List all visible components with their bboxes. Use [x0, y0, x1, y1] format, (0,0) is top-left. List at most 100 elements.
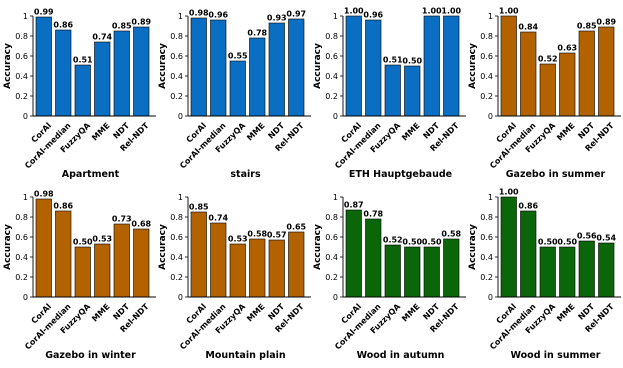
value-label: 0.85: [577, 22, 597, 31]
y-tick-label: 1: [333, 12, 338, 21]
value-label: 0.50: [73, 238, 93, 247]
value-label: 0.89: [131, 18, 151, 27]
chart-title: Mountain plain: [205, 350, 286, 361]
value-label: 0.99: [34, 8, 54, 17]
category-label: MME: [90, 121, 111, 142]
chart-panel: 00.20.40.60.81Accuracy0.98CorAl0.96CorAl…: [158, 9, 311, 180]
bar: [113, 223, 130, 298]
value-label: 0.96: [363, 11, 383, 20]
y-tick-label: 0.4: [480, 253, 493, 262]
bar: [520, 210, 537, 298]
bar: [345, 15, 362, 117]
y-tick-label: 0.4: [325, 253, 338, 262]
value-label: 0.89: [596, 18, 616, 27]
bar: [578, 30, 595, 117]
bar: [423, 246, 440, 298]
bar: [229, 243, 246, 298]
bar: [404, 246, 421, 298]
value-label: 0.50: [538, 238, 558, 247]
y-tick-label: 0.8: [480, 213, 493, 222]
y-tick-label: 0.6: [480, 52, 493, 61]
value-label: 0.84: [518, 23, 538, 32]
category-label: MME: [400, 121, 421, 142]
value-label: 0.52: [383, 236, 403, 245]
value-label: 0.53: [92, 235, 112, 244]
value-label: 0.58: [441, 230, 461, 239]
value-label: 0.98: [189, 9, 209, 18]
value-label: 1.00: [344, 7, 364, 16]
y-tick-label: 0.4: [15, 253, 28, 262]
value-label: 0.78: [363, 210, 383, 219]
bar: [345, 209, 362, 298]
chart-panel: 00.20.40.60.81Accuracy1.00CorAl0.84CorAl…: [468, 7, 621, 180]
bar: [500, 15, 517, 117]
y-tick-label: 1: [23, 12, 28, 21]
value-label: 0.74: [92, 33, 112, 42]
category-label: MME: [245, 121, 266, 142]
y-tick-label: 0.2: [325, 92, 338, 101]
y-tick-label: 0.6: [325, 233, 338, 242]
y-tick-label: 0: [23, 293, 28, 302]
value-label: 0.57: [267, 231, 287, 240]
chart-panel: 00.20.40.60.81Accuracy1.00CorAl0.86CorAl…: [468, 188, 621, 361]
value-label: 0.56: [577, 232, 597, 241]
bar: [384, 64, 401, 117]
bar: [94, 41, 111, 117]
bar: [210, 222, 227, 298]
y-tick-label: 0.2: [15, 273, 28, 282]
y-tick-label: 0.8: [325, 213, 338, 222]
y-axis-label: Accuracy: [468, 224, 478, 270]
value-label: 0.52: [538, 55, 558, 64]
y-tick-label: 0.8: [170, 32, 183, 41]
bar: [578, 240, 595, 298]
y-tick-label: 0.2: [15, 92, 28, 101]
bar: [423, 15, 440, 117]
bar: [288, 18, 305, 117]
category-label: MME: [555, 121, 576, 142]
y-axis-label: Accuracy: [3, 43, 13, 89]
y-tick-label: 0: [488, 293, 493, 302]
bar: [229, 60, 246, 117]
y-tick-label: 0.8: [480, 32, 493, 41]
bar: [190, 17, 207, 117]
value-label: 1.00: [499, 188, 519, 197]
y-tick-label: 0: [23, 112, 28, 121]
bar: [249, 37, 266, 117]
y-tick-label: 0: [333, 293, 338, 302]
bar: [249, 238, 266, 298]
bar: [133, 228, 150, 298]
y-axis-label: Accuracy: [468, 43, 478, 89]
bar: [443, 238, 460, 298]
y-tick-label: 0.8: [15, 213, 28, 222]
value-label: 1.00: [422, 7, 442, 16]
value-label: 0.86: [53, 21, 73, 30]
chart-title: Gazebo in winter: [45, 350, 136, 361]
value-label: 0.97: [286, 10, 306, 19]
y-tick-label: 0: [488, 112, 493, 121]
y-tick-label: 1: [23, 193, 28, 202]
bar: [520, 31, 537, 117]
bar: [365, 19, 382, 117]
y-tick-label: 0.6: [170, 52, 183, 61]
value-label: 0.65: [286, 223, 306, 232]
category-label: MME: [555, 302, 576, 323]
bar: [74, 246, 91, 298]
chart-panel: 00.20.40.60.81Accuracy0.85CorAl0.74CorAl…: [158, 193, 311, 361]
bar: [94, 243, 111, 298]
bar: [559, 246, 576, 298]
value-label: 0.85: [189, 203, 209, 212]
y-tick-label: 0.8: [15, 32, 28, 41]
y-axis-label: Accuracy: [3, 224, 13, 270]
y-tick-label: 0.2: [480, 92, 493, 101]
value-label: 0.93: [267, 14, 287, 23]
chart-title: Gazebo in summer: [506, 169, 606, 180]
bar: [539, 246, 556, 298]
y-tick-label: 0.8: [170, 213, 183, 222]
y-tick-label: 0.4: [325, 72, 338, 81]
y-tick-label: 0.6: [480, 233, 493, 242]
y-tick-label: 0: [178, 293, 183, 302]
value-label: 0.86: [53, 202, 73, 211]
bar: [443, 15, 460, 117]
chart-panel: 00.20.40.60.81Accuracy0.98CorAl0.86CorAl…: [3, 190, 156, 361]
bar: [539, 63, 556, 117]
